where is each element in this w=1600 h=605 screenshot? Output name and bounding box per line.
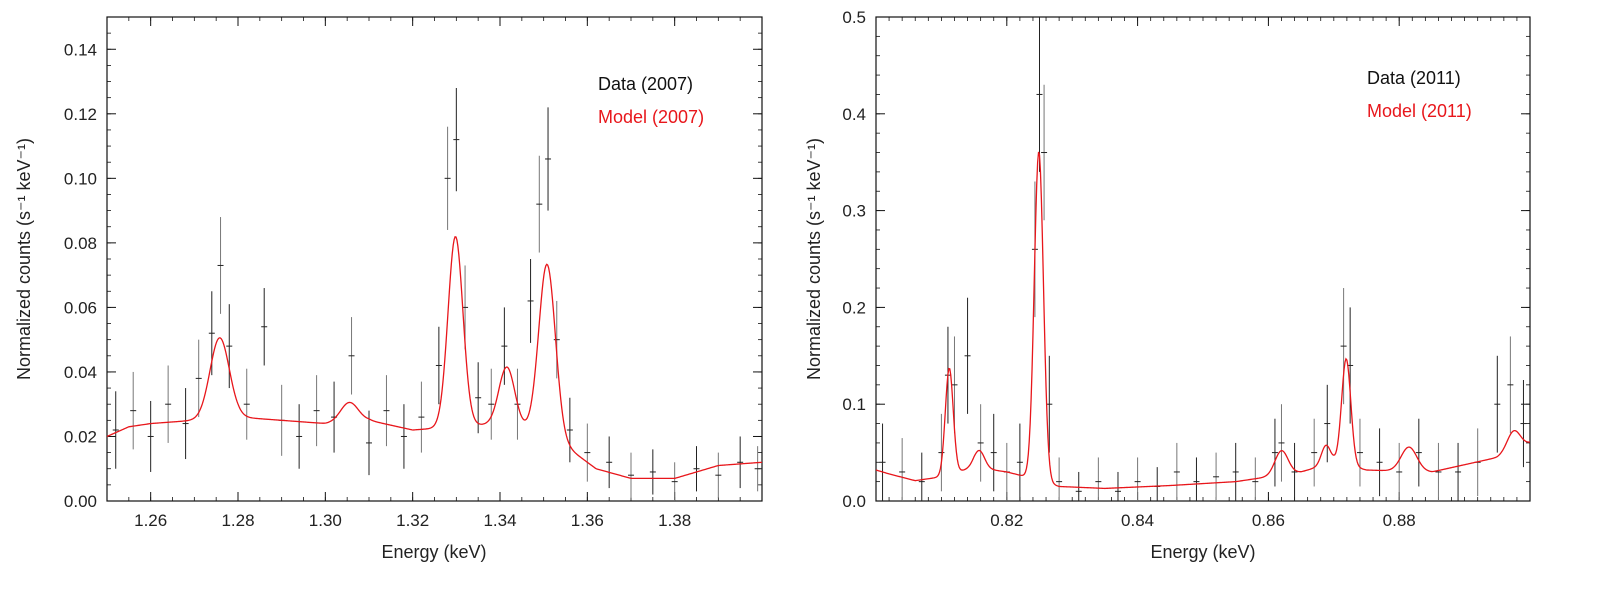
panel-2011: 0.82 0.84 0.86 0.88 0.0 0.1 0.2 0.3 0.4 … — [804, 8, 1531, 562]
y-tick-label: 0.14 — [64, 40, 97, 59]
plot-frame-2011 — [875, 16, 1531, 502]
data-errorbars-2011 — [879, 17, 1527, 501]
y-axis-label: Normalized counts (s⁻¹ keV⁻¹) — [804, 138, 824, 380]
y-tick-label: 0.0 — [842, 492, 866, 511]
x-tick-label: 0.82 — [990, 511, 1023, 530]
y-tick-label: 0.10 — [64, 169, 97, 188]
y-tick-label: 0.06 — [64, 298, 97, 317]
x-axis-label: Energy (keV) — [1150, 542, 1255, 562]
model-curve-2007 — [106, 235, 763, 480]
y-tick-label: 0.02 — [64, 427, 97, 446]
x-tick-label: 1.26 — [134, 511, 167, 530]
major-ticks-2011 — [876, 16, 1530, 502]
x-tick-label: 0.88 — [1383, 511, 1416, 530]
data-errorbars-2007 — [112, 87, 761, 501]
x-tick-label: 0.84 — [1121, 511, 1154, 530]
x-tick-label: 0.86 — [1252, 511, 1285, 530]
y-tick-label: 0.04 — [64, 363, 97, 382]
legend-entry-model: Model (2007) — [598, 107, 704, 127]
legend-entry-data: Data (2007) — [598, 74, 693, 94]
legend-entry-data: Data (2011) — [1367, 68, 1461, 88]
x-tick-label: 1.28 — [221, 511, 254, 530]
y-tick-label: 0.08 — [64, 234, 97, 253]
y-tick-label: 0.1 — [842, 395, 866, 414]
panel-2007: 1.26 1.28 1.30 1.32 1.34 1.36 1.38 0.00 … — [14, 16, 763, 562]
x-tick-label: 1.34 — [483, 511, 516, 530]
y-tick-label: 0.00 — [64, 492, 97, 511]
y-tick-label: 0.5 — [842, 8, 866, 27]
x-tick-label: 1.38 — [658, 511, 691, 530]
minor-ticks-2011 — [875, 16, 1531, 502]
y-axis-label: Normalized counts (s⁻¹ keV⁻¹) — [14, 138, 34, 380]
y-tick-label: 0.2 — [842, 298, 866, 317]
x-tick-label: 1.32 — [396, 511, 429, 530]
model-curve-2011 — [875, 151, 1531, 490]
y-tick-label: 0.4 — [842, 105, 866, 124]
legend-entry-model: Model (2011) — [1367, 101, 1472, 121]
y-tick-label: 0.12 — [64, 105, 97, 124]
x-tick-label: 1.36 — [571, 511, 604, 530]
x-tick-label: 1.30 — [309, 511, 342, 530]
x-axis-label: Energy (keV) — [381, 542, 486, 562]
y-tick-label: 0.3 — [842, 202, 866, 221]
